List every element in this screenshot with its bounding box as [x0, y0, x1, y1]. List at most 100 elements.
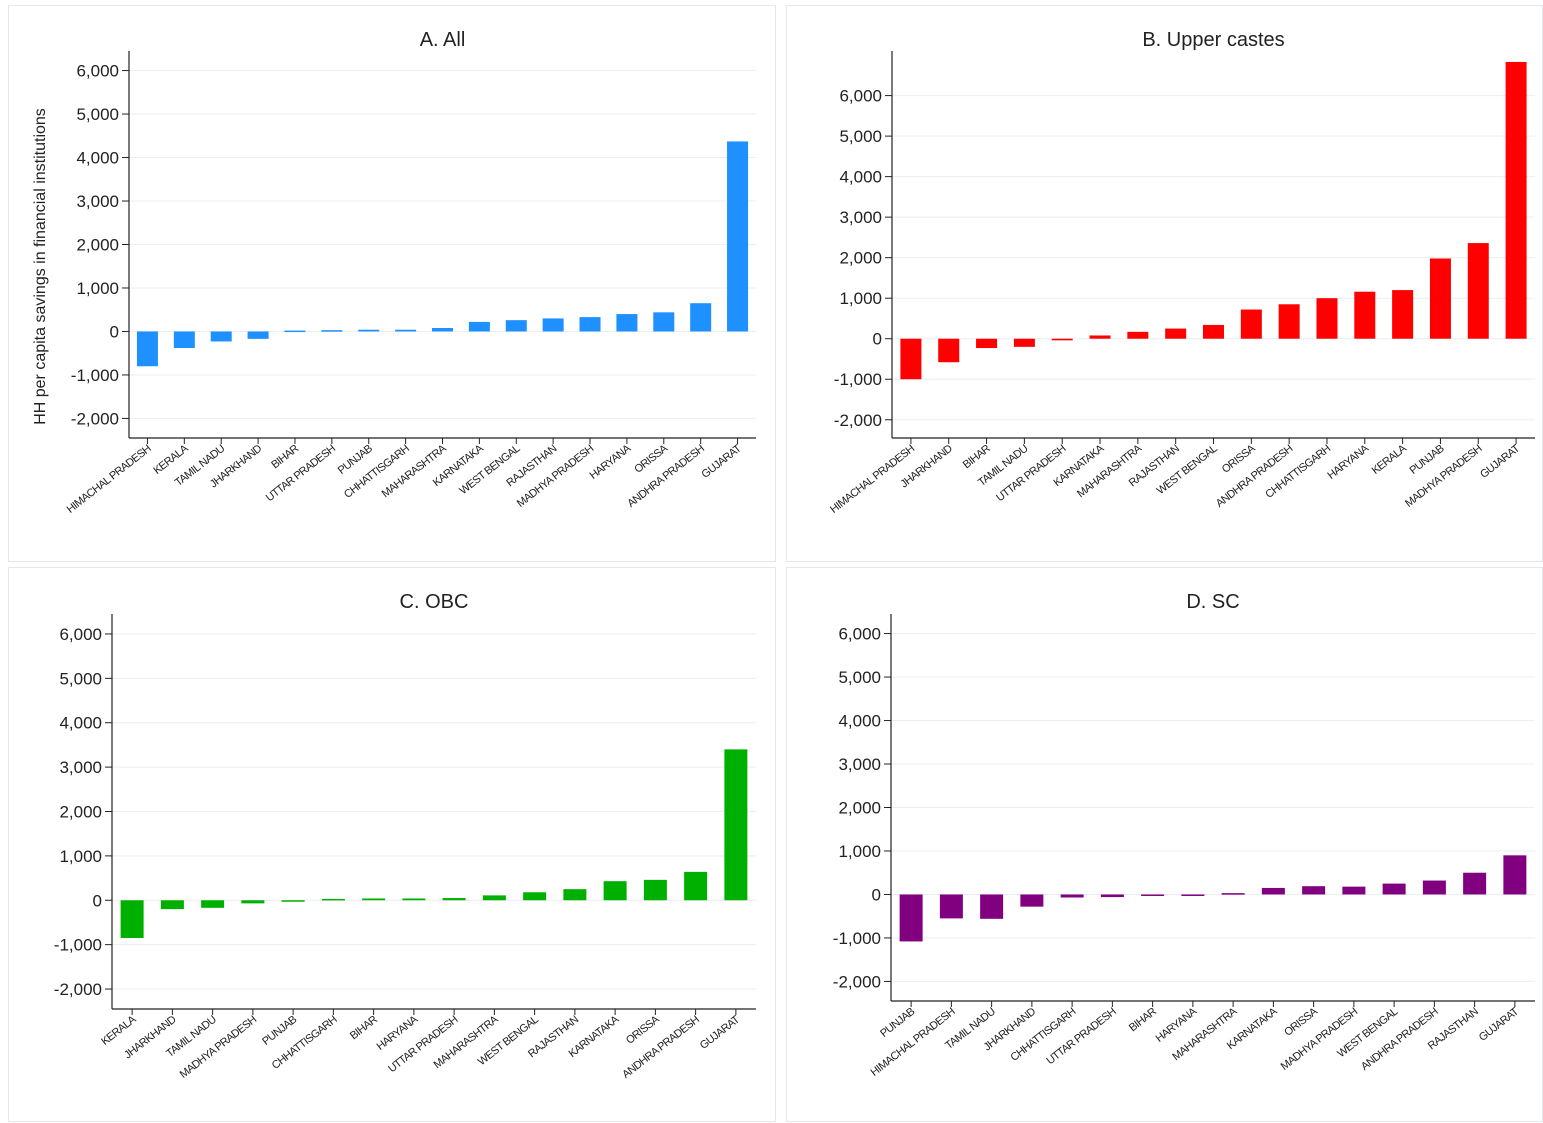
bar-gujarat	[1503, 855, 1527, 895]
x-tick-label: GUJARAT	[1477, 1005, 1522, 1044]
x-tick-label: ANDHRA PRADESH	[620, 1014, 702, 1082]
bar-gujarat	[1505, 61, 1527, 339]
y-tick-label: 4,000	[59, 714, 102, 733]
y-tick-label: 6,000	[838, 625, 881, 644]
x-tick-label: BIHAR	[269, 443, 301, 472]
y-tick-label: 6,000	[76, 62, 119, 81]
chart-panel-upper-castes: B. Upper castes -2,000 -1,000 0 1,000 2,000 3,…	[786, 5, 1543, 562]
bar-himachal-pradesh	[136, 331, 158, 367]
bar-kerala	[120, 900, 144, 938]
bar-andhra-pradesh	[1278, 304, 1300, 339]
y-tick-label: 0	[872, 885, 881, 904]
chart-sc-svg: D. SC -2,000 -1,000 0 1,000 2,000 3,000 4,000 5,…	[833, 591, 1535, 1079]
x-tick-label: MAHARASHTRA	[380, 442, 450, 500]
x-tick-label: GUJARAT	[698, 1013, 743, 1052]
bar-jharkhand	[247, 331, 269, 339]
bar-kerala	[1392, 290, 1414, 339]
y-tick-label: 2,000	[838, 799, 881, 818]
bar-orissa	[1302, 886, 1326, 895]
x-tick-label: BIHAR	[348, 1014, 380, 1043]
x-tick-label: KERALA	[1370, 442, 1410, 477]
bar-rajasthan	[542, 318, 564, 332]
x-tick-label: UTTAR PRADESH	[386, 1014, 460, 1076]
y-tick-label: 5,000	[59, 669, 102, 688]
y-axis-label: HH per capita savings in financial insti…	[32, 108, 49, 425]
bar-rajasthan	[1165, 328, 1187, 339]
bar-tamil-nadu	[1013, 338, 1035, 347]
y-tick-label: 1,000	[838, 842, 881, 861]
y-tick-label: -2,000	[834, 411, 882, 430]
x-tick-label: GUJARAT	[700, 442, 745, 481]
x-tick-label: UTTAR PRADESH	[1044, 1006, 1118, 1068]
chart-title: D. SC	[1186, 591, 1239, 613]
bar-bihar	[976, 338, 998, 349]
chart-panel-sc: D. SC -2,000 -1,000 0 1,000 2,000 3,000 4,000 5,…	[786, 567, 1543, 1122]
bar-karnataka	[468, 321, 490, 332]
bar-maharashtra	[1221, 893, 1245, 895]
chart-all-svg: A. All HH per capita savings in financial…	[32, 29, 756, 516]
y-tick-label: 0	[110, 322, 119, 341]
y-tick-label: -2,000	[71, 409, 119, 428]
bar-rajasthan	[1463, 872, 1487, 895]
bar-punjab	[899, 894, 923, 942]
y-tick-label: 3,000	[76, 192, 119, 211]
y-tick-label: -2,000	[54, 980, 102, 999]
y-tick-label: 4,000	[76, 149, 119, 168]
x-tick-label: HIMACHAL PRADESH	[65, 443, 154, 516]
x-tick-label: BIHAR	[961, 443, 993, 472]
y-tick-label: 4,000	[838, 712, 881, 731]
bar-punjab	[281, 900, 305, 902]
x-tick-label: UTTAR PRADESH	[994, 443, 1068, 505]
bar-himachal-pradesh	[939, 894, 963, 919]
bar-karnataka	[603, 881, 627, 901]
x-tick-label: MAHARASHTRA	[1075, 442, 1145, 500]
bar-himachal-pradesh	[900, 338, 922, 380]
y-tick-label: 6,000	[59, 625, 102, 644]
chart-upper-castes-svg: B. Upper castes -2,000 -1,000 0 1,000 2,000 3,…	[828, 29, 1535, 516]
bar-madhya-pradesh	[1342, 886, 1366, 895]
bar-punjab	[358, 329, 380, 332]
y-tick-label: 1,000	[76, 279, 119, 298]
bar-andhra-pradesh	[690, 303, 712, 332]
y-tick-label: 5,000	[76, 105, 119, 124]
y-tick-label: 6,000	[839, 87, 882, 106]
x-tick-label: GUJARAT	[1478, 442, 1523, 481]
chart-title: B. Upper castes	[1142, 29, 1284, 51]
y-tick-label: -1,000	[54, 936, 102, 955]
chart-panel-obc: C. OBC -2,000 -1,000 0 1,000 2,000 3,000 4,000 5…	[8, 567, 776, 1122]
y-tick-label: 1,000	[59, 847, 102, 866]
y-tick-label: 3,000	[838, 755, 881, 774]
y-tick-label: 0	[93, 891, 102, 910]
bar-uttar-pradesh	[1051, 338, 1073, 341]
bar-karnataka	[1261, 887, 1285, 895]
bar-maharashtra	[432, 327, 453, 332]
x-tick-label: HARYANA	[1325, 442, 1371, 482]
bar-punjab	[1429, 258, 1451, 339]
x-tick-label: ANDHRA PRADESH	[1359, 1006, 1441, 1074]
bar-bihar	[1141, 894, 1165, 896]
bar-karnataka	[1089, 335, 1111, 339]
y-tick-label: 3,000	[839, 208, 882, 227]
x-tick-label: CHHATTISGARH	[1263, 443, 1333, 501]
bar-haryana	[616, 314, 638, 332]
bar-haryana	[1181, 894, 1205, 896]
bar-chhattisgarh	[395, 329, 417, 332]
y-tick-label: 5,000	[839, 127, 882, 146]
x-tick-label: UTTAR PRADESH	[264, 443, 338, 505]
x-tick-label: CHHATTISGARH	[342, 443, 412, 501]
bar-bihar	[362, 898, 386, 901]
bar-uttar-pradesh	[442, 898, 466, 901]
bar-haryana	[1354, 291, 1376, 339]
bar-kerala	[173, 331, 195, 348]
y-tick-label: 0	[873, 330, 882, 349]
y-tick-label: 2,000	[839, 249, 882, 268]
bar-andhra-pradesh	[684, 871, 708, 901]
bar-tamil-nadu	[210, 331, 232, 342]
y-tick-label: 5,000	[838, 668, 881, 687]
bar-madhya-pradesh	[1467, 243, 1489, 339]
chart-title: C. OBC	[400, 591, 469, 613]
bar-orissa	[643, 879, 667, 901]
bar-tamil-nadu	[201, 900, 225, 908]
y-tick-label: 2,000	[76, 236, 119, 255]
y-tick-label: -1,000	[834, 370, 882, 389]
